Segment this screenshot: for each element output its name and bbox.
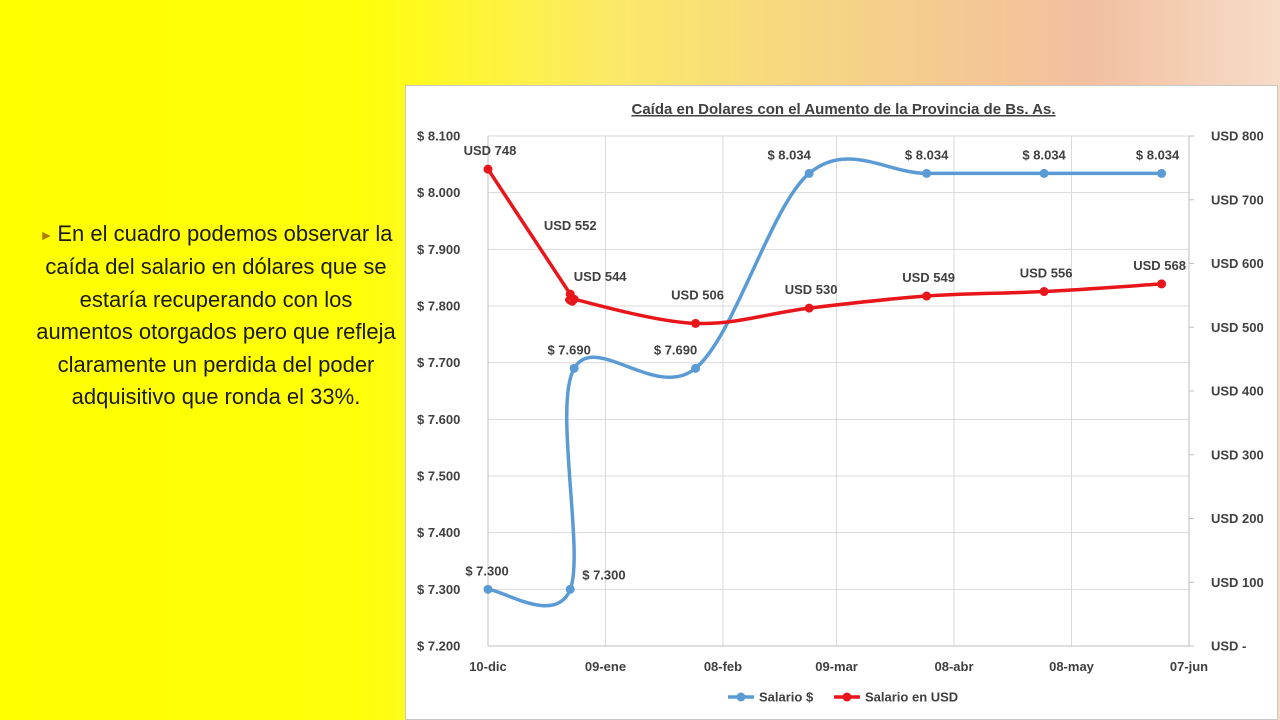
data-point-salario-pesos	[483, 584, 493, 594]
data-point-salario-pesos	[1039, 168, 1049, 178]
x-tick-label: 07-jun	[1170, 659, 1208, 674]
data-label: $ 7.690	[654, 342, 697, 357]
y-left-tick-label: $ 7.700	[417, 355, 460, 370]
bullet-arrow-icon: ►	[39, 226, 54, 243]
y-left-tick-label: $ 7.900	[417, 242, 460, 257]
data-label: $ 8.034	[1136, 147, 1180, 162]
data-point-salario-pesos	[922, 168, 932, 178]
y-left-tick-label: $ 7.500	[417, 469, 460, 484]
data-label: USD 748	[464, 143, 517, 158]
data-point-salario-usd	[483, 164, 493, 174]
y-left-tick-label: $ 7.200	[417, 639, 460, 654]
y-left-tick-label: $ 7.600	[417, 412, 460, 427]
y-left-tick-label: $ 7.400	[417, 525, 460, 540]
data-point-salario-pesos	[569, 363, 579, 373]
data-point-salario-usd	[922, 291, 932, 301]
chart-container: Caída en Dolares con el Aumento de la Pr…	[405, 85, 1278, 720]
data-label: $ 7.690	[547, 342, 590, 357]
data-label: $ 8.034	[767, 147, 811, 162]
data-point-salario-usd	[691, 318, 701, 328]
data-label: USD 549	[902, 270, 955, 285]
data-label: USD 506	[671, 287, 724, 302]
description-body: En el cuadro podemos observar la caída d…	[36, 221, 396, 410]
data-label: USD 552	[544, 218, 597, 233]
y-right-tick-label: USD 100	[1211, 575, 1264, 590]
x-tick-label: 08-feb	[704, 659, 742, 674]
data-label: USD 568	[1133, 258, 1186, 273]
data-point-salario-pesos	[691, 363, 701, 373]
chart-title: Caída en Dolares con el Aumento de la Pr…	[631, 101, 1055, 118]
y-right-tick-label: USD 200	[1211, 511, 1264, 526]
data-label: $ 8.034	[905, 147, 949, 162]
line-chart: Caída en Dolares con el Aumento de la Pr…	[417, 101, 1264, 705]
x-tick-label: 10-dic	[469, 659, 507, 674]
legend-salario-usd-label: Salario en USD	[865, 690, 958, 705]
legend-salario-pesos-marker	[736, 692, 746, 702]
data-point-salario-pesos	[1157, 168, 1167, 178]
y-left-tick-label: $ 8.000	[417, 185, 460, 200]
data-point-salario-pesos	[565, 584, 575, 594]
y-left-tick-label: $ 8.100	[417, 129, 460, 144]
y-right-tick-label: USD 400	[1211, 384, 1264, 399]
y-right-tick-label: USD -	[1211, 639, 1246, 654]
data-point-salario-usd	[1039, 287, 1049, 297]
data-label: USD 530	[785, 282, 838, 297]
x-tick-label: 08-abr	[935, 659, 974, 674]
x-tick-label: 09-ene	[585, 659, 626, 674]
data-point-salario-usd	[804, 303, 814, 313]
x-tick-label: 09-mar	[815, 659, 858, 674]
data-label: $ 8.034	[1022, 147, 1066, 162]
data-point-salario-usd	[569, 294, 579, 304]
y-left-tick-label: $ 7.800	[417, 299, 460, 314]
legend-salario-pesos-label: Salario $	[759, 690, 814, 705]
data-label: USD 544	[574, 269, 628, 284]
y-right-tick-label: USD 600	[1211, 256, 1264, 271]
legend-salario-usd-marker	[842, 692, 852, 702]
y-right-tick-label: USD 300	[1211, 447, 1264, 462]
data-label: $ 7.300	[465, 563, 508, 578]
description-text: ► En el cuadro podemos observar la caída …	[30, 218, 402, 414]
x-tick-label: 08-may	[1049, 659, 1095, 674]
data-label: USD 556	[1020, 266, 1073, 281]
data-point-salario-pesos	[804, 168, 814, 178]
y-right-tick-label: USD 500	[1211, 320, 1264, 335]
y-right-tick-label: USD 800	[1211, 129, 1264, 144]
y-right-tick-label: USD 700	[1211, 192, 1264, 207]
data-label: $ 7.300	[582, 567, 625, 582]
y-left-tick-label: $ 7.300	[417, 582, 460, 597]
data-point-salario-usd	[1157, 279, 1167, 289]
